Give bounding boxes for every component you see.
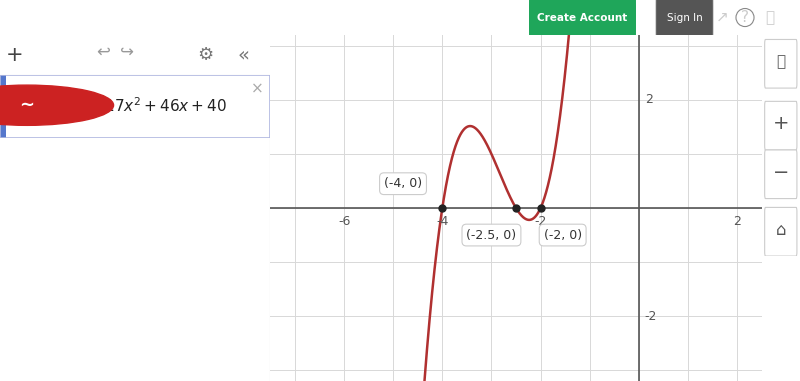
Text: ↪: ↪ [120,43,134,61]
Bar [0,75,6,138]
Text: «: « [238,46,250,64]
Text: ⌖: ⌖ [766,10,774,25]
Text: +: + [773,114,789,133]
Text: ≡: ≡ [10,8,25,27]
Text: Untitled Graph: Untitled Graph [30,11,132,24]
Text: or: or [638,11,651,24]
Text: ⌂: ⌂ [775,221,786,239]
FancyBboxPatch shape [765,207,797,256]
Text: (-4, 0): (-4, 0) [384,177,422,190]
Text: (-2.5, 0): (-2.5, 0) [466,229,517,242]
FancyBboxPatch shape [765,150,797,199]
Circle shape [0,85,114,125]
Text: -2: -2 [645,310,657,323]
Text: desmos: desmos [360,8,440,27]
Text: $2x^3 + 17x^2 + 46x + 40$: $2x^3 + 17x^2 + 46x + 40$ [59,96,227,115]
Text: ?: ? [741,10,749,25]
Text: ↩: ↩ [96,43,110,61]
Text: -4: -4 [436,215,449,228]
FancyBboxPatch shape [529,0,636,64]
Text: -2: -2 [534,215,546,228]
Text: (-2, 0): (-2, 0) [544,229,582,242]
Text: ↗: ↗ [716,10,728,25]
Text: 2: 2 [733,215,741,228]
FancyBboxPatch shape [765,40,797,88]
Text: ∼: ∼ [19,96,34,114]
Text: ×: × [250,82,263,96]
Text: Sign In: Sign In [666,13,702,22]
Text: 2: 2 [645,93,653,106]
Text: −: − [773,163,789,182]
FancyBboxPatch shape [656,0,713,64]
Text: +: + [6,45,24,65]
Text: ⚙: ⚙ [198,46,214,64]
Text: Create Account: Create Account [538,13,628,22]
Text: 🔧: 🔧 [776,54,786,69]
FancyBboxPatch shape [765,101,797,150]
Text: -6: -6 [338,215,350,228]
